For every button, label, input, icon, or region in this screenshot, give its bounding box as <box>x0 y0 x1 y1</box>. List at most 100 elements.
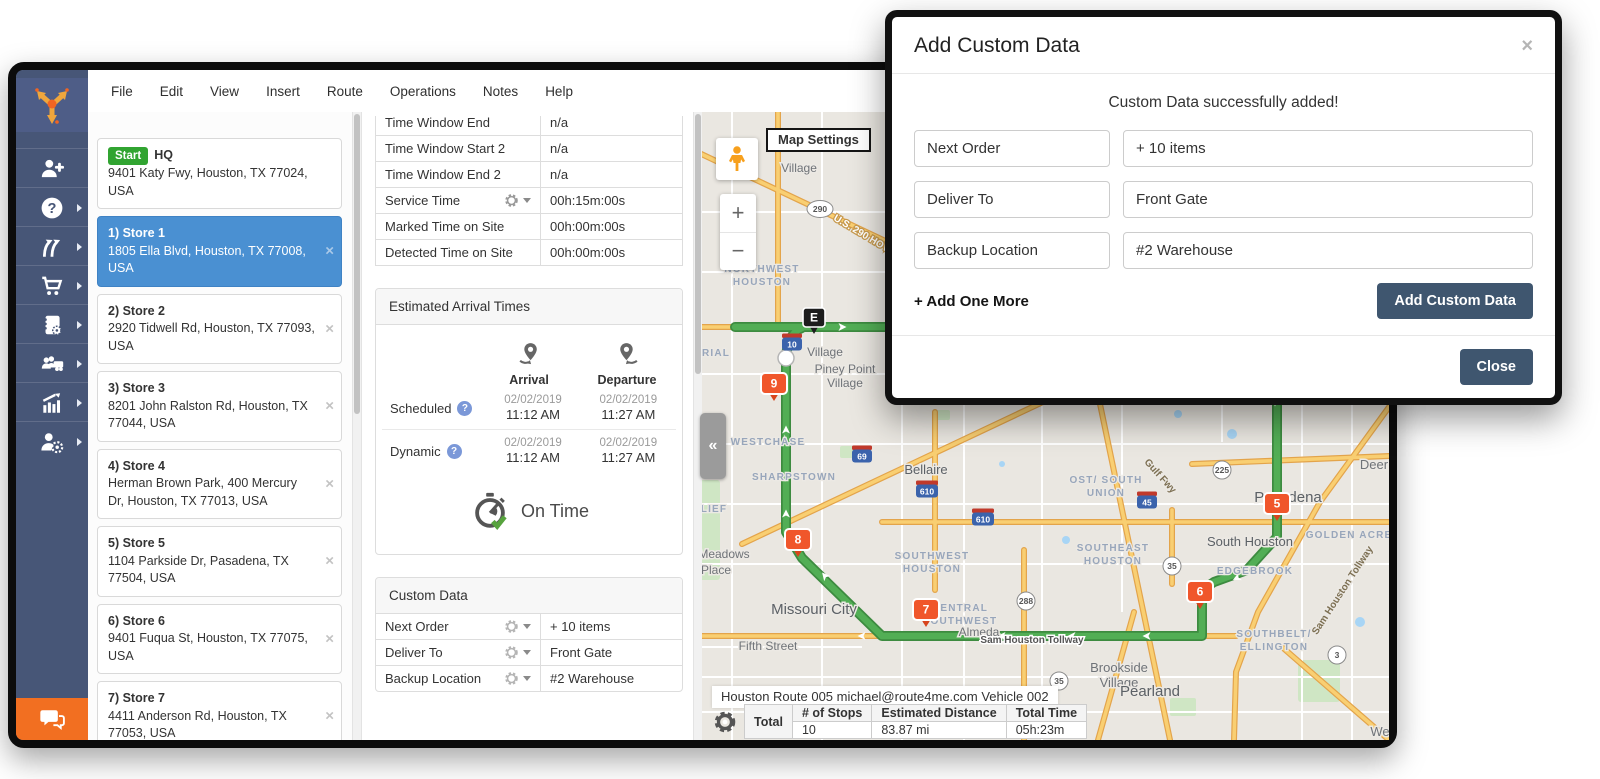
map-label: SOUTHWEST HOUSTON <box>895 551 970 575</box>
remove-stop-icon[interactable]: × <box>325 552 334 570</box>
stops-count: 10 <box>791 721 873 739</box>
stop-address: Herman Brown Park, 400 Mercury Dr, Houst… <box>108 476 297 508</box>
remove-stop-icon[interactable]: × <box>325 397 334 415</box>
svg-text:E: E <box>810 311 818 325</box>
row-value: n/a <box>540 161 683 188</box>
gear-icon <box>505 194 518 207</box>
route4me-logo[interactable] <box>16 78 88 132</box>
table-row: Marked Time on Site 00h:00m:00s <box>375 213 683 240</box>
svg-text:69: 69 <box>857 452 867 462</box>
remove-stop-icon[interactable]: × <box>325 242 334 260</box>
service-time-settings[interactable] <box>504 193 531 208</box>
custom-field-name-input[interactable] <box>914 130 1110 167</box>
route-marker-8[interactable]: 8 <box>784 528 812 557</box>
svg-text:610: 610 <box>920 487 934 497</box>
row-label: Marked Time on Site <box>375 213 541 240</box>
custom-field-value-input[interactable] <box>1123 130 1533 167</box>
custom-field-name-input[interactable] <box>914 232 1110 269</box>
add-one-more-link[interactable]: + Add One More <box>914 292 1029 310</box>
svg-text:225: 225 <box>1215 465 1229 475</box>
custom-field-settings[interactable] <box>504 671 531 686</box>
support-chat-button[interactable] <box>16 698 88 740</box>
stoplist-scrollbar[interactable] <box>352 112 362 740</box>
map-label: EDGEBROOK <box>1217 566 1293 577</box>
chevron-right-icon <box>77 398 82 407</box>
add-user-icon <box>41 159 65 177</box>
custom-field-name-input[interactable] <box>914 181 1110 218</box>
sidebar-item-routes[interactable] <box>16 226 88 266</box>
chevron-right-icon <box>77 203 82 212</box>
table-row: Next Order + 10 items <box>376 613 682 640</box>
custom-field-value-input[interactable] <box>1123 181 1533 218</box>
stop-card-1[interactable]: 1) Store 1 1805 Ella Blvd, Houston, TX 7… <box>97 216 342 287</box>
route-marker-5[interactable]: 5 <box>1263 492 1291 521</box>
sidebar-item-add-user[interactable] <box>16 148 88 188</box>
custom-field-value-input[interactable] <box>1123 232 1533 269</box>
stop-address: 1104 Parkside Dr, Pasadena, TX 77504, US… <box>108 553 289 586</box>
menu-route[interactable]: Route <box>326 83 363 99</box>
departure-date: 02/02/2019 <box>599 437 658 449</box>
stop-address: 4411 Anderson Rd, Houston, TX 77053, USA <box>108 708 287 740</box>
menu-file[interactable]: File <box>111 83 133 99</box>
row-label: Time Window End 2 <box>375 161 541 188</box>
stop-card-5[interactable]: 5) Store 5 1104 Parkside Dr, Pasadena, T… <box>97 526 342 597</box>
sidebar-item-address-book[interactable] <box>16 304 88 344</box>
remove-stop-icon[interactable]: × <box>325 320 334 338</box>
map-label: SHARPSTOWN <box>752 472 836 483</box>
stop-card-6[interactable]: 6) Store 6 9401 Fuqua St, Houston, TX 77… <box>97 603 342 675</box>
logo-arrows-icon <box>35 88 69 124</box>
row-label: Time Window Start 2 <box>375 135 541 162</box>
map-label: Missouri City <box>771 601 857 618</box>
map-label: Meadows Place <box>702 547 750 577</box>
help-icon[interactable]: ? <box>446 443 462 459</box>
route-marker-9[interactable]: 9 <box>760 372 788 401</box>
sidebar-item-help[interactable]: ? <box>16 187 88 227</box>
remove-stop-icon[interactable]: × <box>325 630 334 648</box>
map-label: LIEF <box>702 504 727 515</box>
remove-stop-icon[interactable]: × <box>325 475 334 493</box>
custom-data-section: Custom Data Next Order + 10 items Delive… <box>375 577 683 692</box>
map-label: Almeda <box>959 625 1000 639</box>
svg-text:8: 8 <box>795 533 802 547</box>
row-label: Time Window End <box>375 116 541 136</box>
total-label: Total <box>744 704 793 739</box>
custom-field-settings[interactable] <box>504 645 531 660</box>
estimated-arrival-section: Estimated Arrival Times Arrival <box>375 288 683 555</box>
sidebar-item-orders[interactable] <box>16 265 88 305</box>
menu-view[interactable]: View <box>210 83 240 99</box>
stop-card-start[interactable]: Start HQ 9401 Katy Fwy, Houston, TX 77024… <box>97 138 342 210</box>
menu-insert[interactable]: Insert <box>266 83 300 99</box>
menu-edit[interactable]: Edit <box>159 83 184 99</box>
stop-card-4[interactable]: 4) Store 4 Herman Brown Park, 400 Mercur… <box>97 448 342 520</box>
route-marker-E[interactable]: E <box>802 307 826 334</box>
stop-card-7[interactable]: 7) Store 7 4411 Anderson Rd, Houston, TX… <box>97 681 342 740</box>
menu-operations[interactable]: Operations <box>389 83 456 99</box>
time-window-table: Time Window End n/a Time Window Start 2 n/… <box>375 116 683 266</box>
row-label: Scheduled <box>390 400 452 416</box>
zoom-in-button[interactable]: + <box>720 194 756 233</box>
collapse-panel-handle[interactable]: « <box>700 413 726 479</box>
custom-field-settings[interactable] <box>504 619 531 634</box>
route-marker-7[interactable]: 7 <box>912 598 940 627</box>
close-button[interactable]: Close <box>1459 349 1533 385</box>
remove-stop-icon[interactable]: × <box>325 707 334 725</box>
street-view-pegman-button[interactable] <box>716 138 758 180</box>
pegman-icon <box>729 146 745 171</box>
map-label: Deer <box>1360 457 1389 472</box>
add-custom-data-button[interactable]: Add Custom Data <box>1377 283 1533 319</box>
modal-close-icon[interactable]: × <box>1521 34 1533 57</box>
sidebar-item-analytics[interactable] <box>16 382 88 422</box>
stop-card-2[interactable]: 2) Store 2 2920 Tidwell Rd, Houston, TX … <box>97 293 342 365</box>
row-label: Deliver To <box>385 645 443 660</box>
map-settings-button[interactable]: Map Settings <box>766 128 871 152</box>
menu-help[interactable]: Help <box>545 83 573 99</box>
route-marker-6[interactable]: 6 <box>1186 580 1214 609</box>
stop-card-3[interactable]: 3) Store 3 8201 John Ralston Rd, Houston… <box>97 371 342 442</box>
menu-notes[interactable]: Notes <box>482 83 519 99</box>
sidebar-item-user-settings[interactable] <box>16 421 88 461</box>
sidebar-item-team[interactable] <box>16 343 88 383</box>
map-label: GOLDEN ACRES <box>1306 530 1389 541</box>
help-icon[interactable]: ? <box>457 400 473 416</box>
zoom-out-button[interactable]: − <box>731 238 745 264</box>
summary-settings-gear-icon[interactable] <box>712 709 738 735</box>
